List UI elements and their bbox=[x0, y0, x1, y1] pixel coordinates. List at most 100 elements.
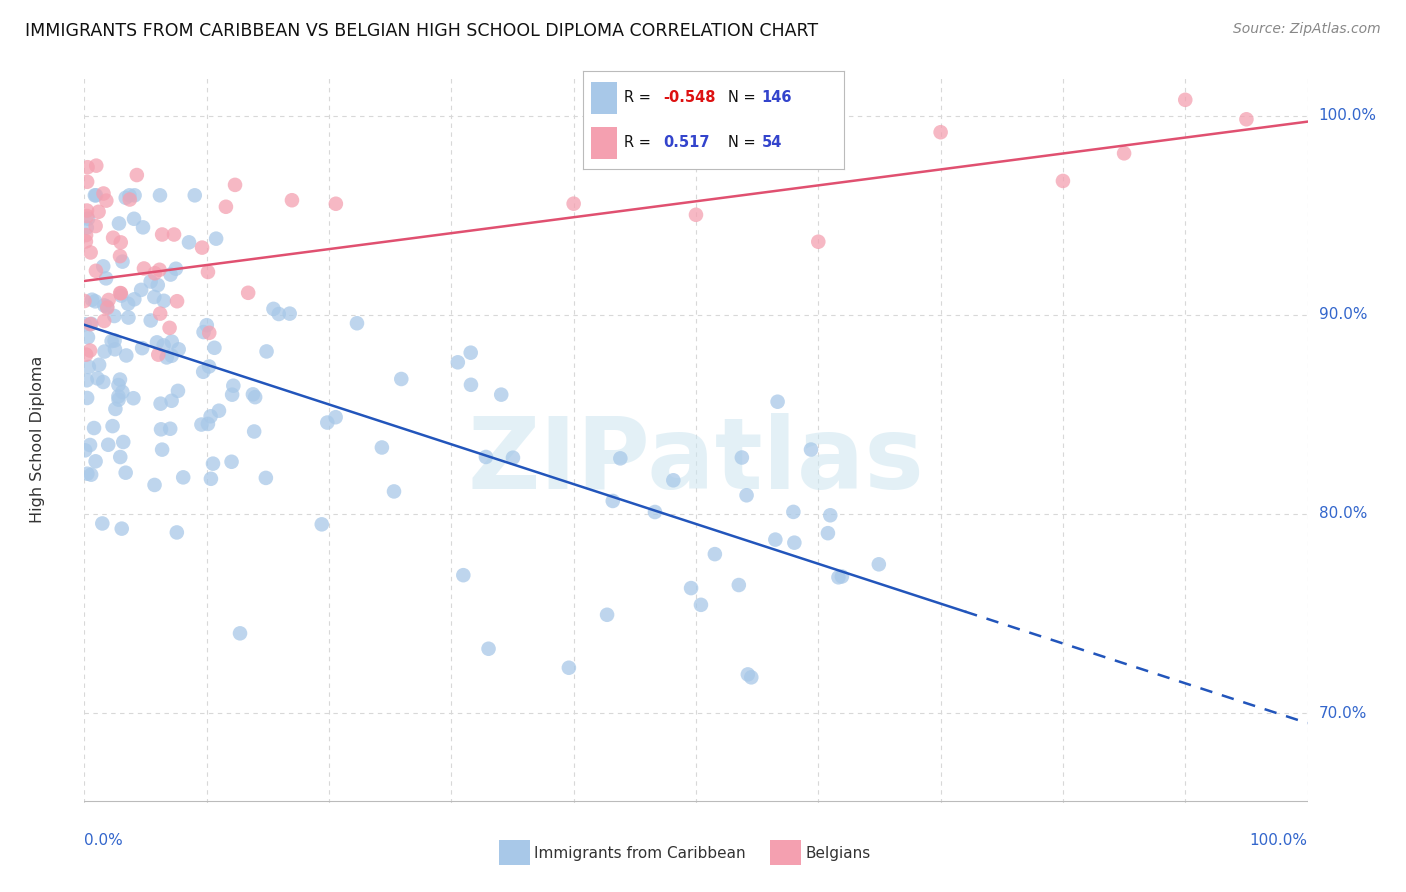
Point bbox=[447, 355, 470, 369]
Point bbox=[75, 228, 97, 243]
Point bbox=[624, 135, 647, 149]
Text: 146: 146 bbox=[762, 90, 792, 105]
Point bbox=[681, 581, 703, 595]
Point bbox=[731, 450, 754, 465]
Point bbox=[93, 344, 115, 359]
Text: 90.0%: 90.0% bbox=[1319, 308, 1367, 322]
Point bbox=[75, 443, 97, 458]
Point bbox=[325, 196, 347, 211]
Point bbox=[96, 194, 118, 208]
Point bbox=[159, 321, 181, 335]
Point bbox=[159, 268, 181, 282]
Point bbox=[346, 316, 368, 330]
Point bbox=[80, 467, 103, 482]
Point bbox=[79, 438, 101, 452]
Point bbox=[703, 547, 725, 561]
Point bbox=[100, 334, 122, 348]
Point bbox=[76, 467, 98, 481]
Point bbox=[149, 307, 172, 321]
Point bbox=[103, 309, 125, 323]
Point bbox=[221, 455, 243, 469]
Point bbox=[124, 188, 146, 202]
Point bbox=[242, 387, 264, 401]
Point bbox=[115, 349, 138, 363]
Point bbox=[76, 203, 98, 218]
Point bbox=[86, 371, 108, 385]
Point bbox=[108, 373, 131, 387]
Point bbox=[93, 186, 115, 201]
Point bbox=[83, 421, 105, 435]
Point bbox=[205, 232, 228, 246]
Point bbox=[165, 261, 187, 276]
Point bbox=[215, 200, 238, 214]
Point bbox=[644, 505, 666, 519]
Point bbox=[1174, 93, 1197, 107]
Point bbox=[131, 341, 153, 355]
Point bbox=[229, 626, 252, 640]
Point bbox=[79, 317, 101, 331]
Point bbox=[172, 470, 194, 484]
Point bbox=[110, 235, 132, 250]
Point bbox=[197, 417, 219, 431]
Point bbox=[149, 188, 172, 202]
Point bbox=[122, 211, 145, 226]
Point bbox=[596, 607, 619, 622]
Point bbox=[502, 450, 524, 465]
Point bbox=[148, 262, 170, 277]
Point bbox=[84, 294, 107, 309]
Point bbox=[817, 526, 839, 541]
Point bbox=[278, 307, 301, 321]
Point bbox=[193, 325, 215, 339]
Point bbox=[108, 249, 131, 263]
Point bbox=[735, 488, 758, 502]
Point bbox=[159, 422, 181, 436]
Text: IMMIGRANTS FROM CARIBBEAN VS BELGIAN HIGH SCHOOL DIPLOMA CORRELATION CHART: IMMIGRANTS FROM CARIBBEAN VS BELGIAN HIG… bbox=[25, 22, 818, 40]
Point bbox=[111, 522, 134, 536]
Text: N =: N = bbox=[728, 90, 761, 105]
Point bbox=[83, 188, 105, 202]
Point bbox=[104, 401, 127, 416]
Point bbox=[1114, 146, 1136, 161]
Point bbox=[198, 326, 221, 340]
Point bbox=[114, 466, 136, 480]
Bar bbox=[592, 82, 617, 113]
Point bbox=[747, 128, 769, 143]
Text: 0.517: 0.517 bbox=[662, 136, 709, 151]
Point bbox=[91, 375, 114, 389]
Point bbox=[96, 300, 118, 314]
Point bbox=[222, 378, 245, 392]
Text: 100.0%: 100.0% bbox=[1250, 833, 1308, 848]
Bar bbox=[592, 128, 617, 159]
Point bbox=[221, 387, 243, 401]
Point bbox=[79, 245, 101, 260]
Point bbox=[132, 261, 155, 276]
Point bbox=[167, 384, 190, 398]
Point bbox=[76, 220, 98, 235]
Point bbox=[184, 188, 207, 202]
Point bbox=[198, 359, 221, 374]
Point bbox=[267, 307, 290, 321]
Point bbox=[160, 393, 183, 408]
Point bbox=[201, 457, 224, 471]
Text: Source: ZipAtlas.com: Source: ZipAtlas.com bbox=[1233, 22, 1381, 37]
Point bbox=[152, 338, 174, 352]
Point bbox=[108, 286, 131, 301]
Point bbox=[143, 266, 166, 280]
Point bbox=[80, 293, 103, 307]
Point bbox=[224, 178, 246, 192]
Point bbox=[76, 391, 98, 405]
Point bbox=[389, 372, 412, 386]
Point bbox=[146, 335, 169, 350]
Point bbox=[827, 570, 849, 584]
Point bbox=[146, 278, 169, 293]
Point bbox=[76, 373, 98, 387]
Point bbox=[84, 264, 107, 278]
Point bbox=[101, 419, 124, 434]
Point bbox=[107, 392, 129, 407]
Point bbox=[150, 442, 173, 457]
Point bbox=[475, 450, 498, 464]
Point bbox=[609, 451, 631, 466]
Point bbox=[558, 661, 581, 675]
Point bbox=[160, 349, 183, 363]
Point bbox=[101, 230, 124, 244]
